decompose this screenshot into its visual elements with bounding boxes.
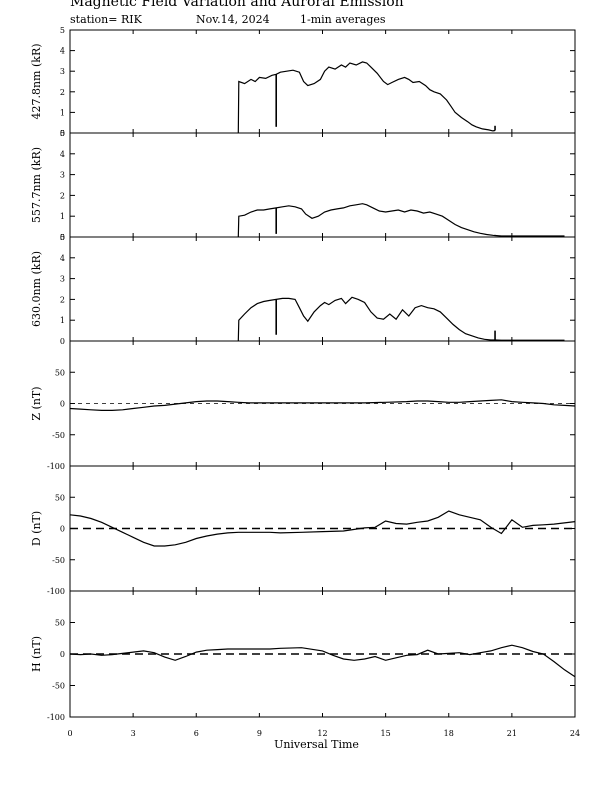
panel-frame	[69, 29, 576, 134]
y-axis-label: Z (nT)	[30, 386, 43, 420]
y-tick-label: 50	[55, 619, 65, 628]
y-tick-label: 3	[60, 275, 65, 284]
y-tick-label: 50	[55, 368, 65, 377]
x-tick-label: 21	[507, 729, 517, 738]
y-axis-label: 427.8nm (kR)	[30, 43, 43, 119]
y-tick-label: 0	[60, 337, 65, 346]
y-tick-label: 0	[60, 129, 65, 138]
panel-5: -100 -50 0 50 D (nT)	[30, 465, 576, 596]
y-tick-label: 3	[60, 171, 65, 180]
x-tick-label: 9	[257, 729, 262, 738]
panel-frame	[69, 132, 576, 238]
x-axis: 0 3 6 9 12 15 18 21 24 Universal Time	[67, 729, 580, 751]
panel-3: 0 1 2 3 4 5 630.0nm (kR)	[30, 233, 576, 346]
x-tick-label: 12	[317, 729, 327, 738]
x-axis-label: Universal Time	[274, 738, 359, 751]
x-tick-label: 18	[444, 729, 454, 738]
y-tick-label: 2	[60, 191, 65, 200]
y-axis-label: H (nT)	[30, 636, 43, 672]
y-tick-label: 3	[60, 67, 65, 76]
x-tick-label: 6	[194, 729, 199, 738]
y-tick-label: 2	[60, 88, 65, 97]
panel-6: -100 -50 0 50 H (nT)	[30, 590, 576, 722]
panel-frame	[69, 236, 576, 342]
y-tick-label: 4	[60, 47, 65, 56]
y-tick-label: -100	[47, 462, 65, 471]
y-tick-label: 0	[60, 233, 65, 242]
y-tick-label: 4	[60, 254, 65, 263]
x-tick-label: 0	[67, 729, 72, 738]
y-tick-label: -50	[52, 556, 65, 565]
y-tick-label: -100	[47, 713, 65, 722]
series-line	[69, 510, 576, 547]
y-tick-label: 4	[60, 150, 65, 159]
averaging-label: 1-min averages	[300, 13, 386, 26]
y-tick-label: 1	[60, 212, 65, 221]
y-tick-label: 2	[60, 295, 65, 304]
x-tick-label: 3	[131, 729, 136, 738]
station-label: station= RIK	[70, 13, 142, 26]
series-line	[237, 61, 496, 134]
y-axis-label: 630.0nm (kR)	[30, 251, 43, 327]
y-tick-label: -50	[52, 431, 65, 440]
date-label: Nov.14, 2024	[196, 13, 270, 26]
y-tick-label: -50	[52, 682, 65, 691]
y-tick-label: 50	[55, 493, 65, 502]
y-tick-label: 0	[60, 400, 65, 409]
y-tick-label: 5	[60, 233, 65, 242]
y-tick-label: 1	[60, 108, 65, 117]
y-axis-label: 557.7nm (kR)	[30, 147, 43, 223]
y-tick-label: 0	[60, 525, 65, 534]
x-tick-label: 24	[570, 729, 580, 738]
y-axis-label: D (nT)	[30, 511, 43, 546]
y-tick-label: 5	[60, 129, 65, 138]
panel-2: 0 1 2 3 4 5 557.7nm (kR)	[30, 129, 576, 242]
panel-4: -100 -50 0 50 Z (nT)	[30, 340, 576, 471]
series-line	[69, 399, 576, 411]
series-line	[69, 644, 576, 678]
series-line	[237, 203, 565, 238]
x-tick-label: 15	[381, 729, 391, 738]
y-tick-label: 0	[60, 650, 65, 659]
y-tick-label: 5	[60, 26, 65, 35]
y-tick-label: 1	[60, 316, 65, 325]
series-line	[237, 296, 565, 342]
panel-1: 0 1 2 3 4 5 427.8nm (kR)	[30, 26, 576, 138]
chart-header: Magnetic Field Variation and Auroral Emi…	[0, 0, 612, 30]
y-tick-label: -100	[47, 587, 65, 596]
chart-title: Magnetic Field Variation and Auroral Emi…	[70, 0, 404, 10]
